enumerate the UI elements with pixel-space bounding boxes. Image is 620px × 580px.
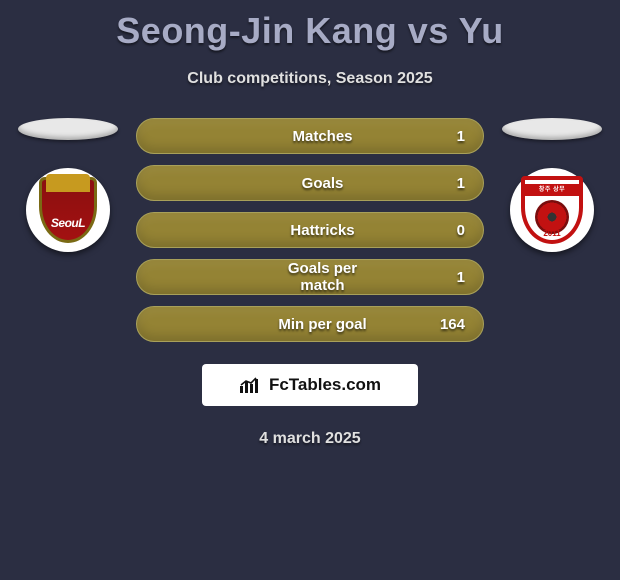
seoul-shield-icon: SeouL <box>39 177 97 243</box>
right-club-crest: 창주 상무 2011 <box>510 168 594 252</box>
phoenix-year-text: 2011 <box>525 229 579 238</box>
subtitle: Club competitions, Season 2025 <box>0 70 620 88</box>
stat-row: Goals per match1 <box>136 259 484 295</box>
stat-left-value <box>137 213 275 247</box>
stat-label: Matches <box>275 128 370 145</box>
stats-list: Matches1Goals1Hattricks0Goals per match1… <box>136 118 484 342</box>
seoul-crest-text: SeouL <box>42 216 94 230</box>
stat-label: Goals <box>275 175 370 192</box>
phoenix-band-text: 창주 상무 <box>525 184 579 196</box>
stat-left-value <box>137 260 275 294</box>
stat-right-value: 1 <box>370 269 483 286</box>
stat-right-value: 164 <box>370 316 483 333</box>
stat-label: Min per goal <box>275 316 370 333</box>
right-player-side: 창주 상무 2011 <box>502 118 602 252</box>
branding-text: FcTables.com <box>269 375 381 395</box>
stat-row: Hattricks0 <box>136 212 484 248</box>
stat-row: Matches1 <box>136 118 484 154</box>
stat-label: Goals per match <box>275 260 370 294</box>
chart-icon <box>239 376 261 394</box>
page-title: Seong-Jin Kang vs Yu <box>0 0 620 52</box>
stat-right-value: 0 <box>370 222 483 239</box>
stat-left-value <box>137 166 275 200</box>
right-player-oval <box>502 118 602 140</box>
seoul-wing-icon <box>46 174 90 192</box>
footer-date: 4 march 2025 <box>0 430 620 448</box>
stat-left-value <box>137 119 275 153</box>
left-player-side: SeouL <box>18 118 118 252</box>
branding-badge: FcTables.com <box>202 364 418 406</box>
stat-row: Goals1 <box>136 165 484 201</box>
comparison-wrap: SeouL Matches1Goals1Hattricks0Goals per … <box>0 118 620 342</box>
stat-row: Min per goal164 <box>136 306 484 342</box>
stat-right-value: 1 <box>370 175 483 192</box>
left-player-oval <box>18 118 118 140</box>
left-club-crest: SeouL <box>26 168 110 252</box>
phoenix-shield-icon: 창주 상무 2011 <box>521 176 583 244</box>
stat-left-value <box>137 307 275 341</box>
stat-right-value: 1 <box>370 128 483 145</box>
stat-label: Hattricks <box>275 222 370 239</box>
